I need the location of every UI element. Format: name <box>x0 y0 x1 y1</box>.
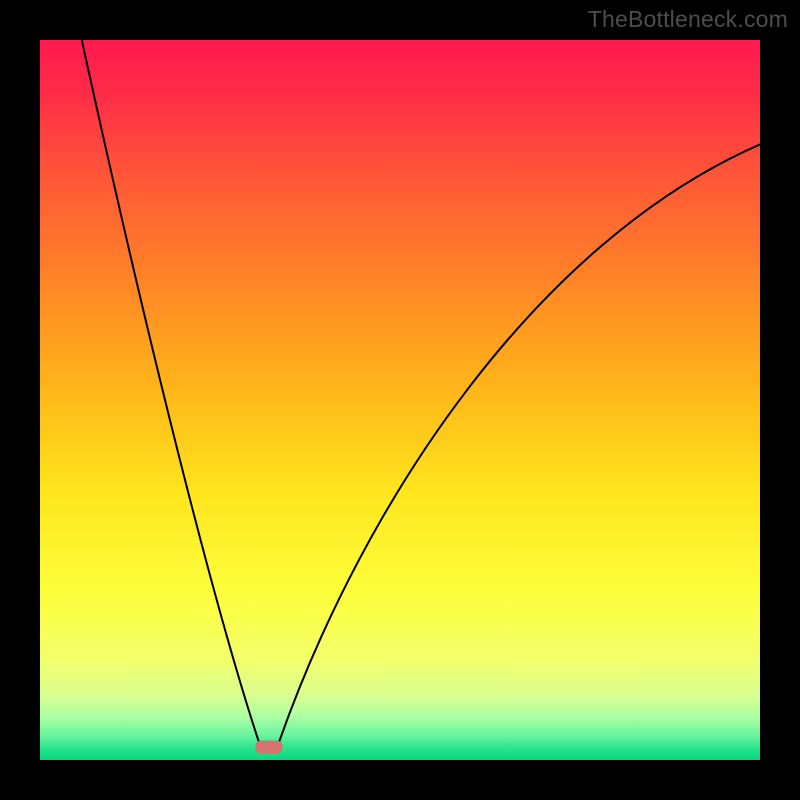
chart-svg <box>0 0 800 800</box>
chart-container: TheBottleneck.com <box>0 0 800 800</box>
plot-background <box>40 40 760 760</box>
trough-marker <box>255 741 282 754</box>
watermark-text: TheBottleneck.com <box>588 6 788 33</box>
